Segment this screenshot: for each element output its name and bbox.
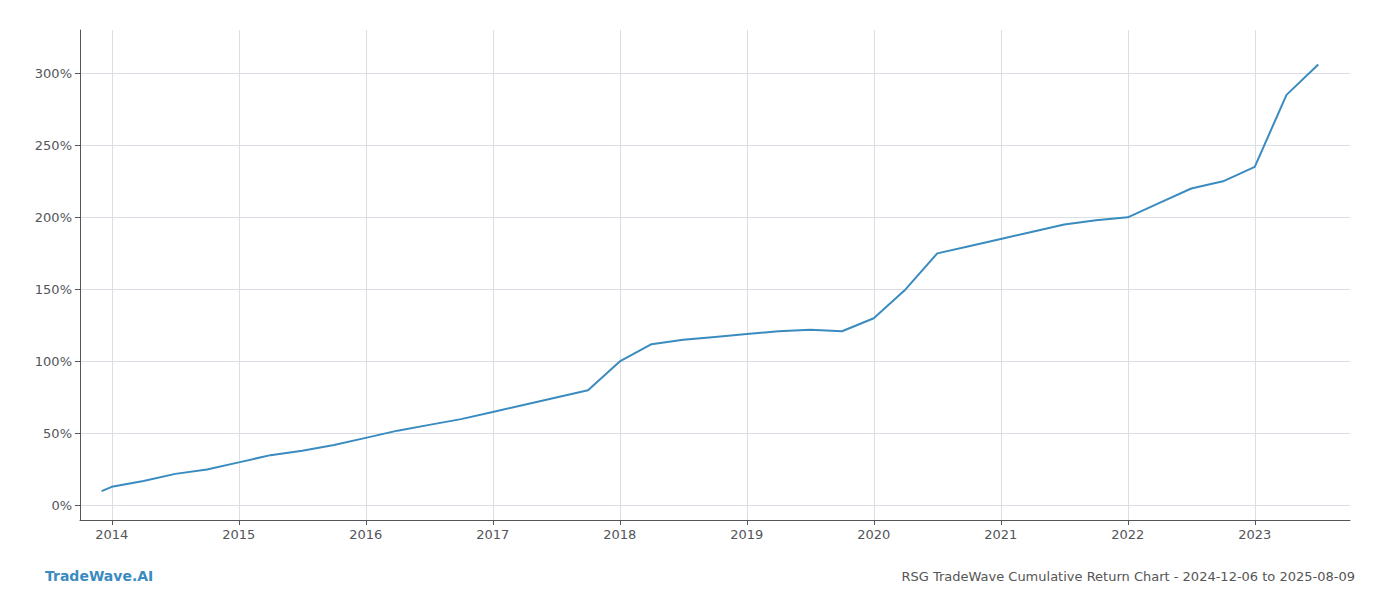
svg-text:2018: 2018 [603, 527, 636, 542]
svg-text:100%: 100% [35, 354, 72, 369]
svg-text:2023: 2023 [1238, 527, 1271, 542]
svg-text:200%: 200% [35, 210, 72, 225]
svg-text:2014: 2014 [95, 527, 128, 542]
svg-text:2021: 2021 [984, 527, 1017, 542]
svg-text:50%: 50% [43, 426, 72, 441]
svg-text:0%: 0% [51, 498, 72, 513]
svg-text:300%: 300% [35, 66, 72, 81]
svg-text:2015: 2015 [222, 527, 255, 542]
svg-text:TradeWave.AI: TradeWave.AI [45, 568, 153, 584]
svg-text:2020: 2020 [857, 527, 890, 542]
svg-text:250%: 250% [35, 138, 72, 153]
svg-text:2019: 2019 [730, 527, 763, 542]
svg-text:150%: 150% [35, 282, 72, 297]
svg-text:2017: 2017 [476, 527, 509, 542]
svg-text:2016: 2016 [349, 527, 382, 542]
svg-text:RSG TradeWave Cumulative Retur: RSG TradeWave Cumulative Return Chart - … [901, 569, 1355, 584]
svg-text:2022: 2022 [1111, 527, 1144, 542]
